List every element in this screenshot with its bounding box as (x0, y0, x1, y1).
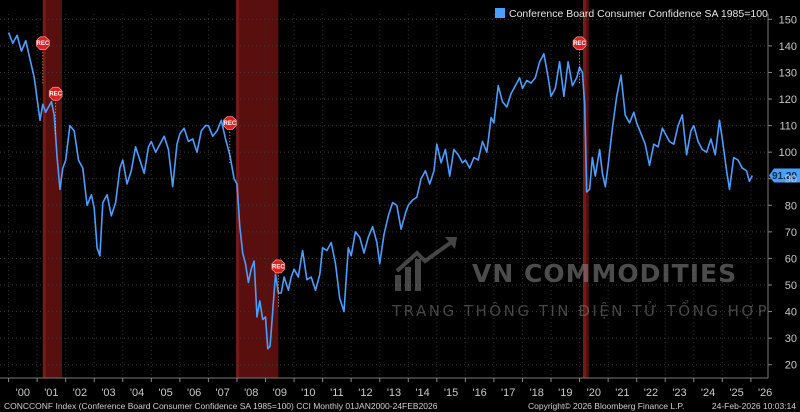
x-tick-label-1: '01 (44, 387, 58, 399)
y-tick-label-80: 80 (785, 200, 797, 212)
x-tick-label-8: '08 (244, 387, 258, 399)
watermark-brand: VN COMMODITIES (472, 259, 737, 288)
x-tick-label-25: '25 (729, 387, 743, 399)
x-tick-label-0: '00 (16, 387, 30, 399)
last-value-label: 91.20 (772, 171, 797, 182)
x-tick-label-10: '10 (301, 387, 315, 399)
y-tick-label-70: 70 (785, 227, 797, 239)
x-tick-label-19: '19 (558, 387, 572, 399)
watermark: VN COMMODITIES TRANG THÔNG TIN ĐIỆN TỬ T… (391, 237, 769, 320)
y-tick-label-140: 140 (779, 41, 797, 53)
recession-band-edge-2 (582, 0, 586, 378)
series-line-0 (7, 32, 754, 350)
recession-markers: REC REC REC REC REC (36, 36, 587, 307)
recession-marker-label-0: REC (36, 41, 49, 47)
y-tick-label-130: 130 (779, 67, 797, 79)
x-tick-label-24: '24 (701, 387, 715, 399)
recession-marker-2 (223, 116, 237, 130)
footer-timestamp: 24-Feb-2026 10:03:14 (712, 401, 796, 411)
x-tick-label-12: '12 (358, 387, 372, 399)
legend: Conference Board Consumer Confidence SA … (495, 8, 768, 20)
recession-marker-3 (271, 259, 286, 274)
x-tick-label-4: '04 (130, 387, 144, 399)
footer-source: CONCCONF Index (Conference Board Consume… (4, 401, 438, 411)
x-tick-label-21: '21 (615, 387, 629, 399)
footer: CONCCONF Index (Conference Board Consume… (4, 401, 796, 411)
recession-marker-0 (36, 36, 50, 51)
x-axis: '00 '01 '02 '03 '04 '05 '06 '07 '08 '09 '10 '11 '12 '… (0, 377, 772, 399)
x-tick-label-20: '20 (587, 387, 601, 399)
footer-copyright: Copyright© 2026 Bloomberg Finance L.P. (528, 401, 684, 411)
x-tick-label-3: '03 (101, 387, 115, 399)
y-tick-label-120: 120 (779, 94, 797, 106)
y-tick-label-150: 150 (779, 14, 797, 26)
x-tick-label-17: '17 (501, 387, 515, 399)
watermark-logo-icon (395, 237, 457, 291)
y-tick-label-100: 100 (779, 147, 797, 159)
x-tick-label-14: '14 (415, 387, 429, 399)
legend-label: Conference Board Consumer Confidence SA … (509, 8, 768, 20)
recession-marker-4 (572, 36, 587, 51)
x-tick-label-16: '16 (472, 387, 486, 399)
x-tick-label-23: '23 (672, 387, 686, 399)
x-tick-label-2: '02 (73, 387, 87, 399)
grid-lines (0, 14, 768, 378)
recession-marker-1 (48, 86, 63, 101)
x-tick-label-13: '13 (387, 387, 401, 399)
x-tick-label-15: '15 (444, 387, 458, 399)
recession-marker-label-3: REC (272, 264, 285, 270)
recession-marker-label-4: REC (573, 41, 586, 47)
x-tick-label-6: '06 (187, 387, 201, 399)
y-tick-label-40: 40 (785, 307, 797, 319)
x-tick-label-22: '22 (644, 387, 658, 399)
y-tick-label-110: 110 (779, 121, 797, 133)
y-tick-label-90: 90 (785, 174, 797, 186)
series-layer: 91.20 (7, 32, 800, 350)
y-tick-label-20: 20 (785, 360, 797, 372)
x-tick-label-9: '09 (273, 387, 287, 399)
x-tick-label-7: '07 (216, 387, 230, 399)
last-value-tag (769, 168, 800, 183)
x-tick-label-5: '05 (158, 387, 172, 399)
recession-marker-label-2: REC (223, 121, 236, 127)
x-tick-label-11: '11 (330, 387, 344, 399)
recession-marker-label-1: REC (49, 92, 62, 98)
y-axis: 20 30 40 50 60 70 80 90 100 110 120 130 140 150 (767, 14, 797, 378)
y-tick-label-50: 50 (785, 280, 797, 292)
watermark-tagline: TRANG THÔNG TIN ĐIỆN TỬ TỔNG HỢP (391, 299, 769, 320)
legend-swatch (495, 8, 505, 18)
y-tick-label-30: 30 (785, 333, 797, 345)
y-tick-label-60: 60 (785, 253, 797, 265)
x-tick-label-18: '18 (530, 387, 544, 399)
recession-band-edge-0 (42, 0, 46, 378)
x-tick-label-26: '26 (758, 387, 772, 399)
